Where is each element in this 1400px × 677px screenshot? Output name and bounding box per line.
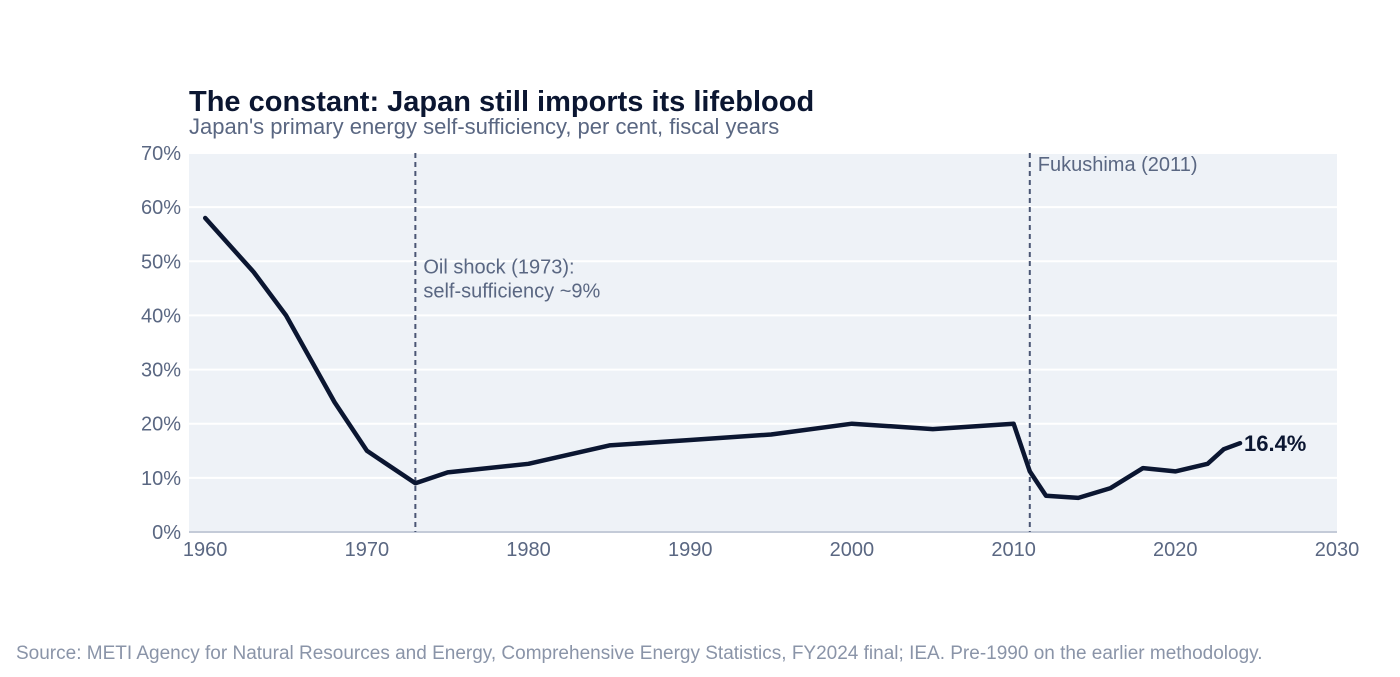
y-axis-ticks: 0% 10% 20% 30% 40% 50% 60% 70%: [141, 143, 181, 544]
y-tick-label: 40%: [141, 305, 181, 327]
annotation-text: Oil shock (1973):: [423, 257, 574, 279]
y-tick-label: 30%: [141, 360, 181, 382]
x-tick-label: 1960: [183, 539, 228, 561]
source-note: Source: METI Agency for Natural Resource…: [16, 643, 1263, 664]
x-tick-label: 2010: [991, 539, 1036, 561]
x-tick-label: 2000: [830, 539, 875, 561]
y-tick-label: 50%: [141, 251, 181, 273]
annotation-text: Fukushima (2011): [1038, 154, 1198, 176]
end-value-label: 16.4%: [1244, 431, 1306, 456]
x-axis-ticks: 1960 1970 1980 1990 2000 2010 2020 2030: [183, 539, 1359, 561]
gridlines: [189, 152, 1337, 479]
x-tick-label: 2030: [1315, 539, 1360, 561]
x-tick-label: 1970: [345, 539, 390, 561]
annotation-text: self-sufficiency ~9%: [423, 281, 600, 303]
y-tick-label: 20%: [141, 414, 181, 436]
series-line-self-sufficiency: [202, 215, 1243, 501]
x-tick-label: 1990: [668, 539, 713, 561]
x-tick-label: 2020: [1153, 539, 1198, 561]
annotations: Oil shock (1973):self-sufficiency ~9% Fuk…: [414, 153, 1198, 532]
y-tick-label: 0%: [152, 522, 181, 544]
chart-title: The constant: Japan still imports its li…: [189, 86, 814, 118]
y-tick-label: 70%: [141, 143, 181, 165]
chart-subtitle: Japan's primary energy self-sufficiency,…: [189, 114, 779, 139]
y-tick-label: 10%: [141, 468, 181, 490]
y-tick-label: 60%: [141, 197, 181, 219]
plot-area: [189, 153, 1337, 532]
x-tick-label: 1980: [506, 539, 551, 561]
